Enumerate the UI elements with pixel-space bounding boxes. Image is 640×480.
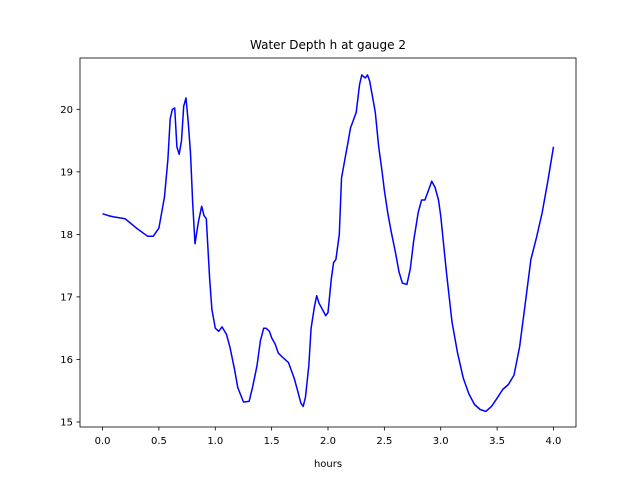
x-tick-label: 0.5 xyxy=(151,436,167,447)
y-tick-label: 17 xyxy=(60,292,73,303)
x-tick-label: 2.0 xyxy=(320,436,336,447)
x-tick-label: 4.0 xyxy=(546,436,562,447)
y-tick-label: 19 xyxy=(60,167,73,178)
x-tick-label: 3.0 xyxy=(433,436,449,447)
series-layer xyxy=(102,74,555,413)
y-tick-label: 20 xyxy=(60,105,73,116)
x-tick-label: 2.5 xyxy=(376,436,392,447)
x-tick-label: 1.0 xyxy=(207,436,223,447)
x-axis-label: hours xyxy=(314,459,342,470)
plot-area xyxy=(79,57,577,428)
y-axis: 15 16 17 18 19 20 xyxy=(60,105,80,428)
x-tick-label: 3.5 xyxy=(489,436,505,447)
x-axis: 0.0 0.5 1.0 1.5 2.0 2.5 3.0 3.5 4.0 xyxy=(95,427,562,447)
x-tick-label: 0.0 xyxy=(95,436,111,447)
series-line-0 xyxy=(102,74,555,413)
y-tick-label: 18 xyxy=(60,230,73,241)
plot-frame xyxy=(79,57,577,428)
x-tick-label: 1.5 xyxy=(264,436,280,447)
chart-title: Water Depth h at gauge 2 xyxy=(250,38,406,52)
y-tick-label: 16 xyxy=(60,355,73,366)
y-tick-label: 15 xyxy=(60,417,73,428)
